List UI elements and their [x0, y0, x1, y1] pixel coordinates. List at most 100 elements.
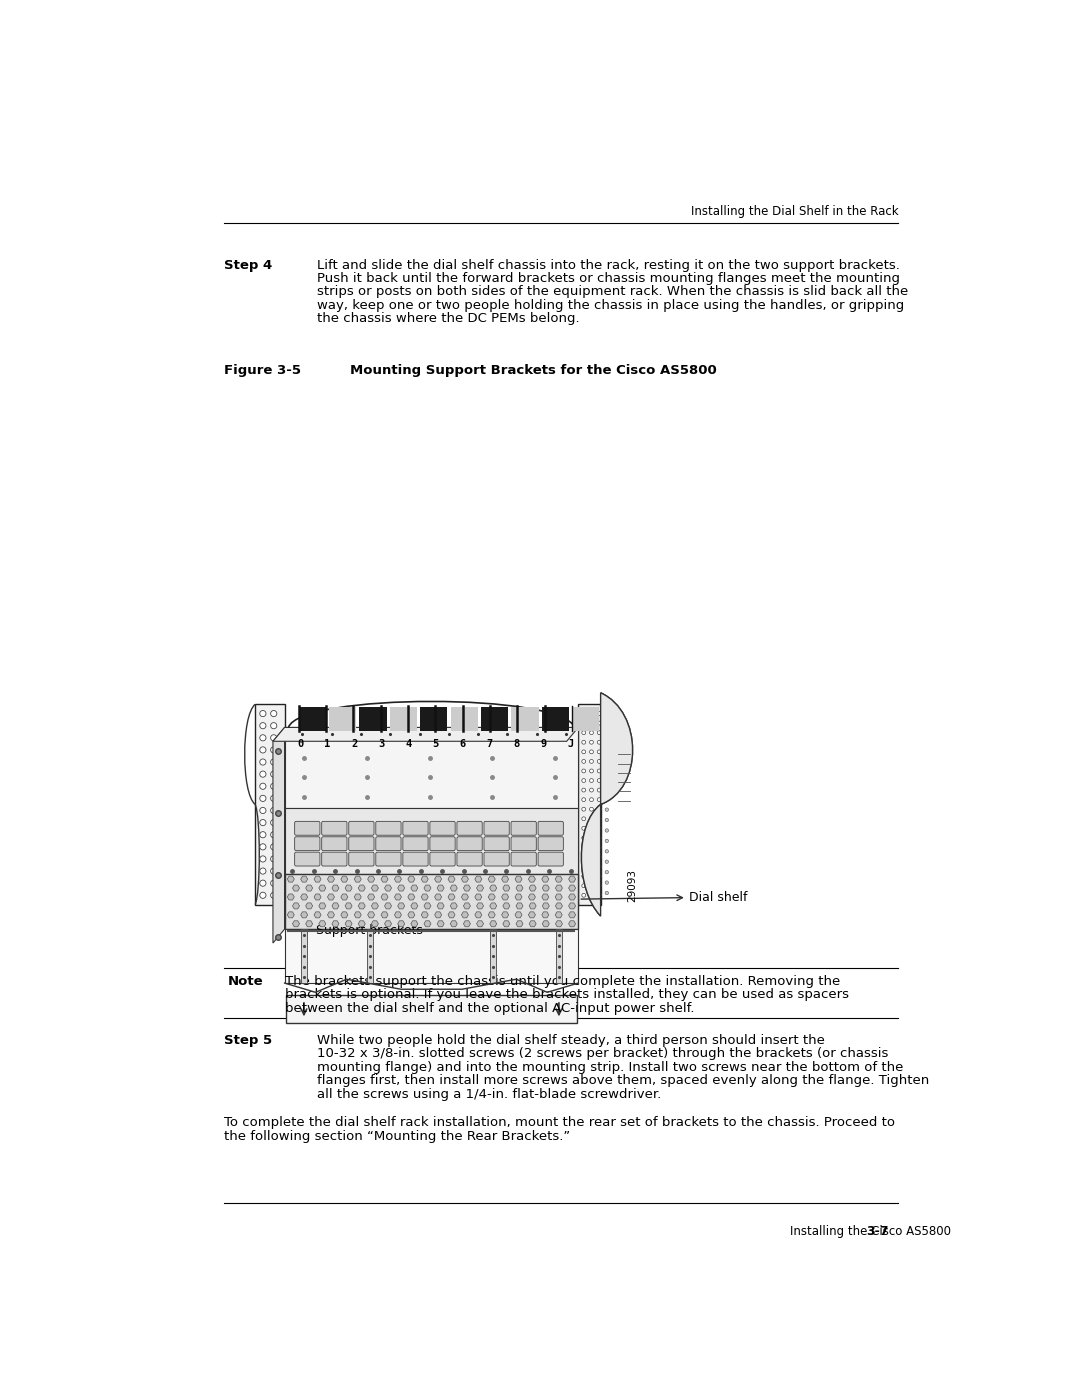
Circle shape — [260, 784, 266, 789]
Circle shape — [590, 893, 593, 897]
Circle shape — [590, 788, 593, 792]
Circle shape — [590, 750, 593, 754]
Circle shape — [271, 759, 276, 766]
Circle shape — [582, 740, 585, 745]
FancyBboxPatch shape — [301, 929, 307, 983]
FancyBboxPatch shape — [511, 821, 537, 835]
Text: 1: 1 — [324, 739, 330, 749]
Text: way, keep one or two people holding the chassis in place using the handles, or g: way, keep one or two people holding the … — [318, 299, 904, 312]
Circle shape — [605, 819, 608, 821]
Circle shape — [260, 856, 266, 862]
Text: 0: 0 — [297, 739, 303, 749]
Text: Step 5: Step 5 — [225, 1034, 272, 1046]
Circle shape — [605, 798, 608, 800]
Circle shape — [605, 828, 608, 833]
Circle shape — [582, 893, 585, 897]
FancyBboxPatch shape — [457, 852, 482, 866]
FancyBboxPatch shape — [376, 837, 401, 851]
Circle shape — [590, 760, 593, 763]
FancyBboxPatch shape — [430, 837, 455, 851]
Circle shape — [582, 845, 585, 849]
Circle shape — [271, 893, 276, 898]
Circle shape — [590, 721, 593, 725]
Circle shape — [582, 731, 585, 735]
Text: Lift and slide the dial shelf chassis into the rack, resting it on the two suppo: Lift and slide the dial shelf chassis in… — [318, 258, 900, 271]
FancyBboxPatch shape — [538, 821, 564, 835]
FancyBboxPatch shape — [376, 821, 401, 835]
Circle shape — [597, 807, 602, 812]
Circle shape — [590, 711, 593, 715]
Text: J: J — [567, 739, 573, 749]
PathPatch shape — [581, 693, 633, 916]
Text: The brackets support the chassis until you complete the installation. Removing t: The brackets support the chassis until y… — [284, 975, 840, 988]
Circle shape — [271, 795, 276, 802]
Circle shape — [260, 844, 266, 849]
FancyBboxPatch shape — [284, 929, 578, 983]
Circle shape — [260, 771, 266, 777]
Circle shape — [597, 760, 602, 763]
Circle shape — [271, 771, 276, 777]
Text: brackets is optional. If you leave the brackets installed, they can be used as s: brackets is optional. If you leave the b… — [284, 988, 849, 1002]
Circle shape — [590, 827, 593, 830]
Text: Push it back until the forward brackets or chassis mounting flanges meet the mou: Push it back until the forward brackets … — [318, 272, 900, 285]
Text: 2: 2 — [351, 739, 357, 749]
Circle shape — [271, 856, 276, 862]
FancyBboxPatch shape — [457, 837, 482, 851]
Circle shape — [271, 722, 276, 729]
Circle shape — [271, 820, 276, 826]
FancyBboxPatch shape — [511, 837, 537, 851]
Circle shape — [590, 731, 593, 735]
Text: Figure 3-5: Figure 3-5 — [225, 365, 301, 377]
Circle shape — [260, 893, 266, 898]
Bar — [511, 707, 539, 731]
Circle shape — [582, 817, 585, 820]
Polygon shape — [273, 728, 284, 943]
Circle shape — [605, 882, 608, 884]
Circle shape — [260, 747, 266, 753]
Circle shape — [590, 865, 593, 869]
FancyBboxPatch shape — [490, 929, 496, 983]
Circle shape — [597, 875, 602, 879]
Circle shape — [590, 798, 593, 802]
Circle shape — [271, 711, 276, 717]
Circle shape — [605, 725, 608, 728]
Circle shape — [597, 778, 602, 782]
Text: the chassis where the DC PEMs belong.: the chassis where the DC PEMs belong. — [318, 313, 580, 326]
Circle shape — [582, 865, 585, 869]
Circle shape — [597, 731, 602, 735]
Text: 8: 8 — [513, 739, 519, 749]
Circle shape — [590, 817, 593, 820]
FancyBboxPatch shape — [484, 852, 510, 866]
Circle shape — [597, 817, 602, 820]
Text: mounting flange) and into the mounting strip. Install two screws near the bottom: mounting flange) and into the mounting s… — [318, 1060, 904, 1074]
Text: 10-32 x 3/8-in. slotted screws (2 screws per bracket) through the brackets (or c: 10-32 x 3/8-in. slotted screws (2 screws… — [318, 1048, 889, 1060]
Circle shape — [597, 721, 602, 725]
FancyBboxPatch shape — [403, 837, 428, 851]
Circle shape — [597, 855, 602, 859]
Bar — [298, 707, 326, 731]
Circle shape — [271, 831, 276, 838]
Circle shape — [271, 807, 276, 813]
FancyBboxPatch shape — [484, 837, 510, 851]
FancyBboxPatch shape — [349, 837, 374, 851]
FancyBboxPatch shape — [295, 852, 320, 866]
Circle shape — [605, 735, 608, 739]
Circle shape — [582, 798, 585, 802]
Text: Installing the Cisco AS5800: Installing the Cisco AS5800 — [789, 1225, 958, 1238]
Circle shape — [582, 711, 585, 715]
FancyBboxPatch shape — [349, 852, 374, 866]
Circle shape — [597, 827, 602, 830]
Text: between the dial shelf and the optional AC-input power shelf.: between the dial shelf and the optional … — [284, 1002, 694, 1014]
Circle shape — [605, 777, 608, 780]
FancyBboxPatch shape — [286, 995, 577, 1023]
Circle shape — [582, 835, 585, 840]
Circle shape — [590, 778, 593, 782]
FancyBboxPatch shape — [430, 852, 455, 866]
Circle shape — [582, 768, 585, 773]
Text: flanges first, then install more screws above them, spaced evenly along the flan: flanges first, then install more screws … — [318, 1074, 930, 1087]
FancyBboxPatch shape — [295, 821, 320, 835]
Text: Step 4: Step 4 — [225, 258, 272, 271]
Text: Support brackets: Support brackets — [316, 923, 423, 937]
Bar — [542, 707, 569, 731]
Circle shape — [271, 844, 276, 849]
